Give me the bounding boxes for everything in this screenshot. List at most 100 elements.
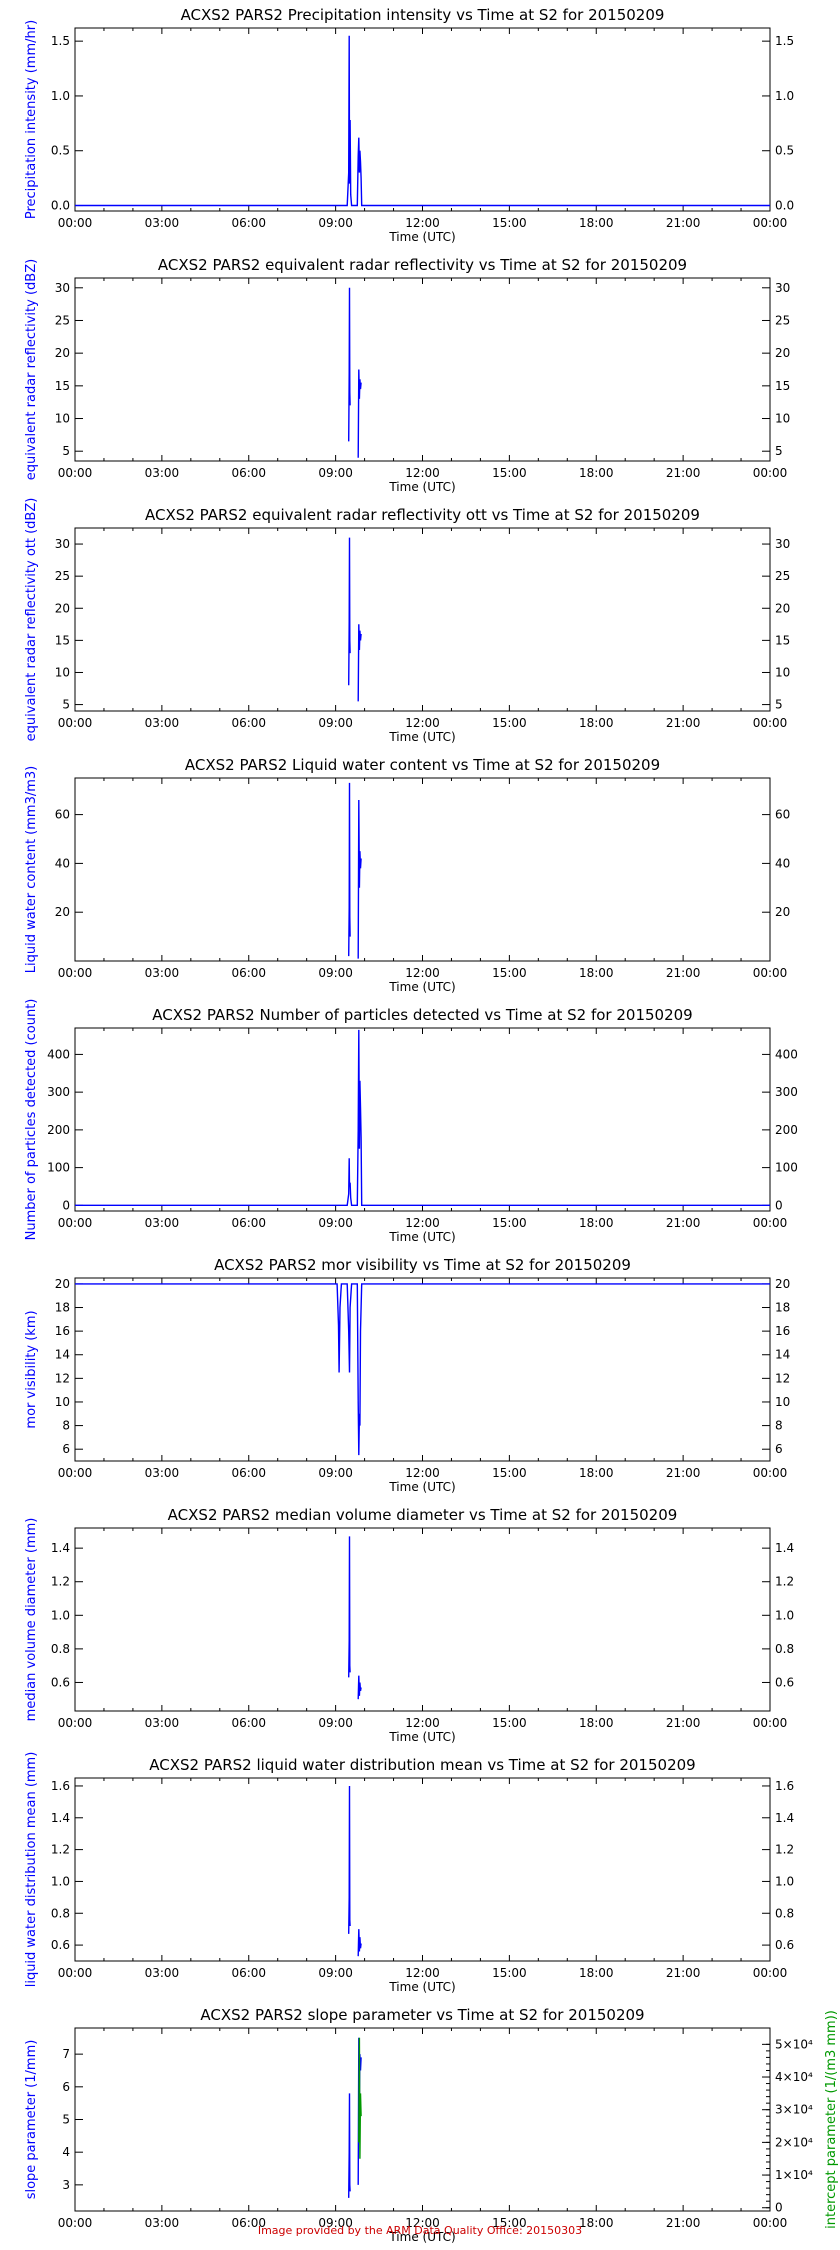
x-tick-label: 03:00 <box>145 1466 180 1480</box>
x-tick-label: 00:00 <box>58 1466 93 1480</box>
x-tick-label: 06:00 <box>231 1466 266 1480</box>
x-axis-label: Time (UTC) <box>388 1230 455 1244</box>
y-tick-label: 20 <box>55 905 70 919</box>
y-tick-label-right: 1.4 <box>775 1541 794 1555</box>
y-tick-label-right: 1.6 <box>775 1779 794 1793</box>
y-tick-label: 20 <box>55 601 70 615</box>
y-tick-label-right: 10 <box>775 1395 790 1409</box>
y-axis-label: liquid water distribution mean (mm) <box>24 1752 39 1988</box>
x-tick-label: 00:00 <box>753 1966 788 1980</box>
y-tick-label-right: 1.2 <box>775 1575 794 1589</box>
y-tick-label-right: 18 <box>775 1301 790 1315</box>
x-tick-label: 00:00 <box>58 966 93 980</box>
y-tick-label: 20 <box>55 1277 70 1291</box>
y-tick-label-right: 0 <box>775 1198 783 1212</box>
x-tick-label: 18:00 <box>579 1716 614 1730</box>
x-tick-label: 00:00 <box>58 1716 93 1730</box>
x-tick-label: 21:00 <box>666 1466 701 1480</box>
plot-frame <box>74 1527 771 1712</box>
x-tick-label: 12:00 <box>405 1216 440 1230</box>
x-tick-label: 03:00 <box>145 1716 180 1730</box>
x-tick-label: 21:00 <box>666 716 701 730</box>
y-tick-label-right: 14 <box>775 1348 790 1362</box>
y-tick-label-right: 5 <box>775 444 783 458</box>
y-tick-label: 12 <box>55 1371 70 1385</box>
x-tick-label: 09:00 <box>318 466 353 480</box>
x-tick-label: 21:00 <box>666 1216 701 1230</box>
y-tick-label: 1.0 <box>51 89 70 103</box>
x-tick-label: 03:00 <box>145 1966 180 1980</box>
y-tick-label-right: 8 <box>775 1419 783 1433</box>
plot-frame <box>74 2027 771 2212</box>
chart-title: ACXS2 PARS2 median volume diameter vs Ti… <box>168 1506 678 1524</box>
x-tick-label: 12:00 <box>405 966 440 980</box>
y-tick-label: 40 <box>55 856 70 870</box>
plot-frame <box>74 27 771 212</box>
y-tick-label-right: 30 <box>775 537 790 551</box>
y-tick-label: 0.8 <box>51 1642 70 1656</box>
x-tick-label: 09:00 <box>318 966 353 980</box>
plot-frame <box>74 777 771 962</box>
x-tick-label: 03:00 <box>145 466 180 480</box>
plot-frame <box>74 1027 771 1212</box>
y2-tick-label: 3×10⁴ <box>775 2103 813 2117</box>
plot-frame <box>74 1277 771 1462</box>
y-axis-label: Liquid water content (mm3/m3) <box>24 766 39 973</box>
y-tick-label-right: 15 <box>775 379 790 393</box>
y-tick-label: 20 <box>55 346 70 360</box>
x-tick-label: 00:00 <box>58 216 93 230</box>
x-tick-label: 00:00 <box>753 2216 788 2230</box>
x-tick-label: 15:00 <box>492 716 527 730</box>
chart-title: ACXS2 PARS2 slope parameter vs Time at S… <box>200 2006 644 2024</box>
y-tick-label-right: 20 <box>775 601 790 615</box>
data-series-line <box>348 287 351 442</box>
y-tick-label: 0.6 <box>51 1938 70 1952</box>
y-tick-label: 10 <box>55 665 70 679</box>
x-tick-label: 09:00 <box>318 1966 353 1980</box>
x-tick-label: 09:00 <box>318 716 353 730</box>
y-tick-label-right: 100 <box>775 1161 798 1175</box>
x-tick-label: 06:00 <box>231 1966 266 1980</box>
x-tick-label: 21:00 <box>666 216 701 230</box>
y2-tick-label: 2×10⁴ <box>775 2135 813 2149</box>
x-tick-label: 00:00 <box>753 216 788 230</box>
x-tick-label: 09:00 <box>318 1466 353 1480</box>
x-tick-label: 06:00 <box>231 216 266 230</box>
y-tick-label-right: 10 <box>775 412 790 426</box>
y-tick-label: 5 <box>62 444 70 458</box>
y-tick-label: 10 <box>55 1395 70 1409</box>
x-tick-label: 00:00 <box>58 2216 93 2230</box>
y-tick-label-right: 0.8 <box>775 1906 794 1920</box>
data-series-line <box>357 1675 362 1700</box>
y-tick-label: 200 <box>47 1123 70 1137</box>
y-tick-label-right: 25 <box>775 313 790 327</box>
x-tick-label: 06:00 <box>231 966 266 980</box>
footer-credit: Image provided by the ARM Data Quality O… <box>257 2224 583 2237</box>
y-axis-label: Precipitation intensity (mm/hr) <box>24 20 39 219</box>
y-tick-label-right: 1.5 <box>775 34 794 48</box>
x-tick-label: 00:00 <box>753 466 788 480</box>
y-tick-label: 300 <box>47 1085 70 1099</box>
x-tick-label: 15:00 <box>492 1466 527 1480</box>
chart-title: ACXS2 PARS2 Precipitation intensity vs T… <box>181 6 665 24</box>
x-tick-label: 12:00 <box>405 216 440 230</box>
chart-title: ACXS2 PARS2 equivalent radar reflectivit… <box>145 506 700 524</box>
y-tick-label: 30 <box>55 537 70 551</box>
data-series-line <box>357 369 362 458</box>
x-tick-label: 06:00 <box>231 2216 266 2230</box>
y-axis-label: Number of particles detected (count) <box>24 999 39 1241</box>
x-tick-label: 00:00 <box>58 466 93 480</box>
x-tick-label: 18:00 <box>579 466 614 480</box>
y-tick-label-right: 40 <box>775 856 790 870</box>
x-tick-label: 12:00 <box>405 1466 440 1480</box>
x-tick-label: 03:00 <box>145 216 180 230</box>
x-tick-label: 06:00 <box>231 1716 266 1730</box>
y-tick-label-right: 20 <box>775 905 790 919</box>
x-tick-label: 00:00 <box>753 1466 788 1480</box>
y-tick-label: 15 <box>55 379 70 393</box>
y-tick-label-right: 1.4 <box>775 1811 794 1825</box>
y-tick-label-right: 0.6 <box>775 1675 794 1689</box>
y-tick-label: 1.2 <box>51 1843 70 1857</box>
x-tick-label: 21:00 <box>666 1966 701 1980</box>
y-tick-label-right: 5 <box>775 698 783 712</box>
